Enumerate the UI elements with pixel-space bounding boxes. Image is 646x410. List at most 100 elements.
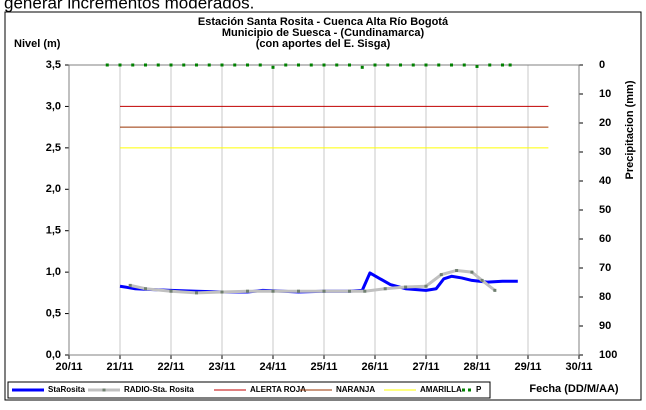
y-tick-label: 0,5 <box>46 307 61 319</box>
y2-tick-label: 50 <box>599 204 611 216</box>
x-tick-label: 20/11 <box>56 361 83 373</box>
series-marker <box>501 63 504 67</box>
series-marker <box>335 63 339 67</box>
series-marker <box>348 289 351 293</box>
x-tick-label: 26/11 <box>362 361 389 373</box>
series-marker <box>220 290 224 294</box>
legend-box <box>7 381 491 399</box>
legend-label: AMARILLA <box>420 385 462 394</box>
series-marker <box>399 63 402 67</box>
y2-tick-label: 20 <box>599 117 611 129</box>
series-marker <box>220 63 224 67</box>
y-tick-label: 3,5 <box>46 59 61 71</box>
y-tick-label: 2,0 <box>46 183 61 195</box>
y2-tick-label: 40 <box>599 175 611 187</box>
legend-swatch-marker <box>102 388 106 392</box>
y-tick-label: 0,0 <box>46 349 61 361</box>
x-axis-label: Fecha (DD/M/AA) <box>529 383 619 395</box>
series-marker <box>322 289 326 293</box>
series-marker <box>424 63 428 67</box>
series-marker <box>297 63 300 67</box>
series-marker <box>271 289 275 293</box>
series-marker <box>207 63 211 67</box>
x-tick-label: 23/11 <box>209 361 236 373</box>
series-marker <box>156 63 160 67</box>
legend-swatch-marker <box>468 388 471 392</box>
series-marker <box>437 63 441 67</box>
y-tick-label: 1,0 <box>46 266 61 278</box>
series-marker <box>144 63 147 67</box>
series-marker <box>424 284 428 288</box>
series-marker <box>128 283 132 287</box>
legend-label: RADIO-Sta. Rosita <box>124 385 194 394</box>
y2-tick-label: 0 <box>599 59 605 71</box>
series-marker <box>508 63 512 67</box>
x-tick-label: 27/11 <box>413 361 440 373</box>
series-marker <box>480 278 484 282</box>
legend-label: NARANJA <box>336 385 375 394</box>
series-marker <box>475 64 479 68</box>
series-marker <box>488 63 492 67</box>
series-marker <box>386 63 390 67</box>
series-marker <box>195 291 198 295</box>
series-marker <box>462 63 466 67</box>
series-marker <box>131 63 135 67</box>
series-marker <box>373 63 377 67</box>
series-marker <box>144 287 147 291</box>
y2-tick-label: 10 <box>599 88 611 100</box>
series-marker <box>363 289 367 293</box>
series-marker <box>258 63 262 67</box>
y-axis-label: Nivel (m) <box>14 38 61 50</box>
x-tick-label: 30/11 <box>566 361 593 373</box>
series-marker <box>493 288 497 292</box>
series-marker <box>182 63 186 67</box>
series-marker <box>404 285 408 289</box>
series-marker <box>105 63 109 67</box>
series-marker <box>348 63 351 67</box>
series-marker <box>284 63 288 67</box>
y2-tick-label: 30 <box>599 146 611 158</box>
y2-tick-label: 90 <box>599 320 611 332</box>
x-tick-label: 25/11 <box>311 361 338 373</box>
caption: generar incrementos moderados. <box>4 0 254 12</box>
y2-tick-label: 80 <box>599 291 611 303</box>
legend-label: ALERTA ROJA <box>250 385 306 394</box>
x-tick-label: 22/11 <box>158 361 185 373</box>
series-marker <box>169 63 173 67</box>
y-tick-label: 1,5 <box>46 225 61 237</box>
series-marker <box>360 65 364 69</box>
chart-title: Estación Santa Rosita - Cuenca Alta Río … <box>198 16 449 28</box>
series-marker <box>411 63 415 67</box>
series-marker <box>470 270 474 274</box>
series-marker <box>246 63 249 67</box>
legend-label: P <box>476 385 482 394</box>
legend-swatch-marker <box>462 388 465 392</box>
y-tick-label: 2,5 <box>46 142 61 154</box>
series-marker <box>195 63 198 67</box>
series-marker <box>118 63 122 67</box>
series-marker <box>383 287 387 291</box>
series-marker <box>169 289 173 293</box>
chart-title: Municipio de Suesca - (Cundinamarca) <box>222 27 425 39</box>
x-tick-label: 21/11 <box>107 361 134 373</box>
y2-tick-label: 100 <box>599 349 617 361</box>
x-tick-label: 29/11 <box>515 361 542 373</box>
series-marker <box>246 289 249 293</box>
x-tick-label: 24/11 <box>260 361 287 373</box>
y2-axis-label: Precipitacion (mm) <box>624 80 636 179</box>
series-marker <box>271 65 275 69</box>
series-marker <box>455 268 459 272</box>
series-marker <box>233 63 237 67</box>
y-tick-label: 3,0 <box>46 100 61 112</box>
y2-tick-label: 60 <box>599 233 611 245</box>
series-marker <box>439 273 443 277</box>
series-marker <box>450 63 453 67</box>
y2-tick-label: 70 <box>599 262 611 274</box>
series-marker <box>309 63 313 67</box>
legend-label: StaRosita <box>48 385 85 394</box>
series-marker <box>322 63 326 67</box>
chart-frame <box>4 11 642 401</box>
series-marker <box>297 289 300 293</box>
